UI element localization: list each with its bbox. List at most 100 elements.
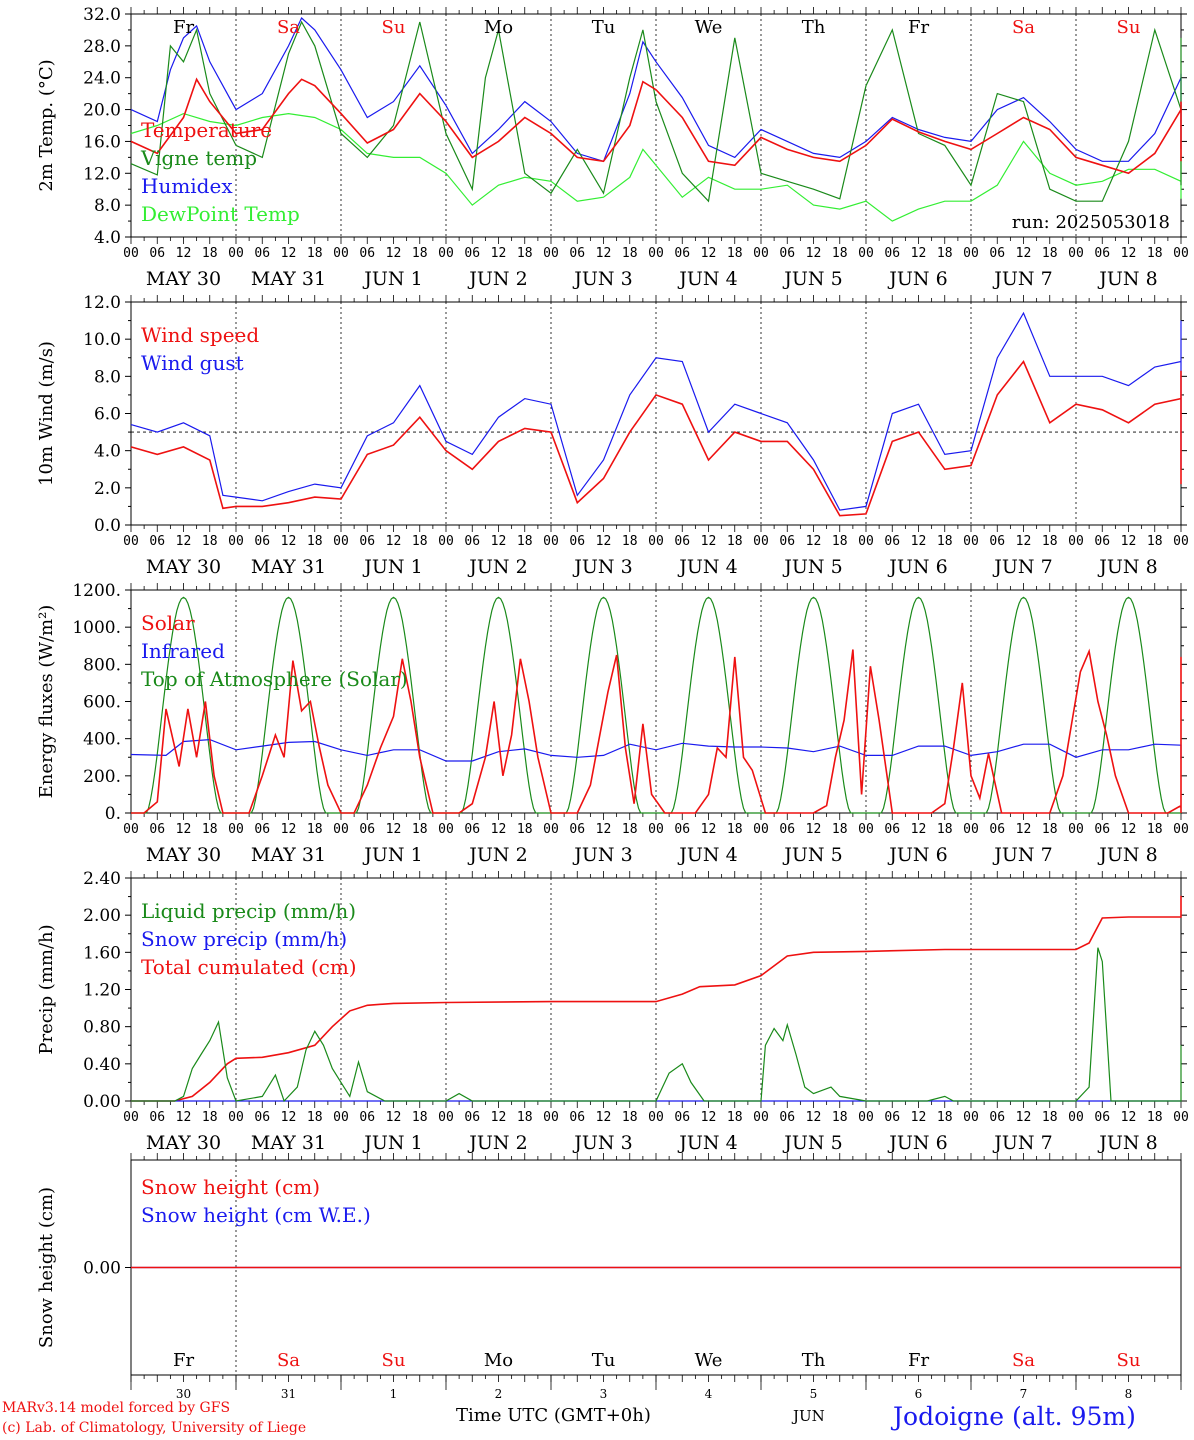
footer-time-axis-label: Time UTC (GMT+0h) [456, 1405, 651, 1426]
x-hour-label: 12 [176, 534, 192, 549]
x-date-label: JUN 4 [677, 268, 737, 290]
y-tick-label: 200. [83, 767, 121, 787]
x-hour-label: 18 [517, 822, 533, 837]
x-hour-label: 18 [517, 246, 533, 261]
weekday-label: Mo [484, 1350, 513, 1371]
x-hour-label: 00 [858, 1110, 874, 1125]
x-hour-label: 06 [989, 822, 1005, 837]
x-date-label: JUN 8 [1097, 268, 1157, 290]
x-date-label: MAY 31 [251, 1132, 326, 1154]
x-hour-label: 12 [1121, 246, 1137, 261]
x-hour-label: 18 [307, 246, 323, 261]
legend-entry: Top of Atmosphere (Solar) [141, 667, 408, 691]
legend-entry: Snow height (cm W.E.) [141, 1203, 371, 1227]
weekday-label: Fr [173, 1350, 194, 1371]
x-hour-label: 00 [333, 822, 349, 837]
x-date-label: JUN 4 [677, 844, 737, 866]
x-hour-label: 18 [727, 822, 743, 837]
x-hour-label: 06 [884, 534, 900, 549]
y-tick-label: 4.0 [94, 442, 121, 462]
x-hour-label: 12 [701, 246, 717, 261]
x-hour-label: 06 [569, 822, 585, 837]
series-wind-gust [130, 311, 1182, 511]
y-tick-label: 0.40 [83, 1055, 121, 1075]
x-hour-label: 12 [701, 822, 717, 837]
x-hour-label: 00 [1068, 1110, 1084, 1125]
series-temperature [130, 77, 1182, 175]
x-hour-label: 18 [202, 246, 218, 261]
y-tick-label: 1.60 [83, 943, 121, 963]
x-hour-label: 00 [648, 822, 664, 837]
x-hour-label: 12 [596, 822, 612, 837]
x-hour-label: 12 [491, 246, 507, 261]
x-hour-label: 00 [858, 246, 874, 261]
series-humidex [130, 17, 1182, 163]
x-hour-label: 00 [1173, 534, 1189, 549]
day-number-label: 30 [176, 1387, 191, 1401]
y-tick-label: 12.0 [83, 293, 121, 313]
x-hour-label: 06 [1094, 534, 1110, 549]
weekday-label: Su [382, 17, 406, 38]
y-tick-label: 0. [105, 804, 121, 824]
x-hour-label: 18 [937, 1110, 953, 1125]
x-hour-label: 06 [464, 822, 480, 837]
x-hour-label: 18 [202, 822, 218, 837]
x-date-label: JUN 2 [467, 268, 527, 290]
weekday-label: Sa [277, 17, 300, 38]
x-hour-label: 12 [1121, 534, 1137, 549]
footer-copyright: (c) Lab. of Climatology, University of L… [2, 1420, 307, 1436]
x-hour-label: 12 [596, 246, 612, 261]
y-tick-label: 2.00 [83, 906, 121, 926]
x-hour-label: 12 [1121, 822, 1137, 837]
y-tick-label: 1000. [72, 618, 121, 638]
y-tick-label: 800. [83, 655, 121, 675]
x-hour-label: 18 [832, 246, 848, 261]
x-hour-label: 00 [543, 534, 559, 549]
series-wind-speed [130, 359, 1182, 517]
x-hour-label: 18 [307, 534, 323, 549]
x-date-label: JUN 3 [572, 268, 632, 290]
x-hour-label: 06 [779, 534, 795, 549]
legend-entry: Wind gust [141, 351, 244, 375]
x-hour-label: 00 [123, 246, 139, 261]
x-hour-label: 06 [149, 822, 165, 837]
day-number-label: 5 [810, 1387, 818, 1401]
x-date-label: JUN 1 [362, 556, 422, 578]
day-number-label: 6 [915, 1387, 923, 1401]
day-number-label: 8 [1125, 1387, 1133, 1401]
weekday-label: Th [802, 17, 826, 38]
x-hour-label: 00 [963, 822, 979, 837]
x-hour-label: 12 [806, 1110, 822, 1125]
x-hour-label: 18 [1042, 534, 1058, 549]
weekday-label: Sa [1012, 1350, 1035, 1371]
x-hour-label: 00 [228, 822, 244, 837]
x-hour-label: 18 [622, 1110, 638, 1125]
x-hour-label: 00 [753, 1110, 769, 1125]
x-hour-label: 12 [491, 1110, 507, 1125]
x-hour-label: 12 [281, 1110, 297, 1125]
x-hour-label: 12 [176, 246, 192, 261]
x-hour-label: 06 [149, 246, 165, 261]
x-hour-label: 18 [517, 534, 533, 549]
x-hour-label: 06 [254, 534, 270, 549]
x-hour-label: 00 [543, 246, 559, 261]
footer-month-label: JUN [793, 1407, 825, 1425]
x-hour-label: 00 [543, 1110, 559, 1125]
x-date-label: JUN 6 [887, 1132, 947, 1154]
x-date-label: JUN 1 [362, 268, 422, 290]
y-tick-label: 2.0 [94, 479, 121, 499]
y-axis-title: 2m Temp. (°C) [36, 59, 57, 191]
x-hour-label: 00 [438, 534, 454, 549]
x-hour-label: 06 [989, 1110, 1005, 1125]
x-hour-label: 12 [1016, 246, 1032, 261]
x-hour-label: 00 [123, 1110, 139, 1125]
x-hour-label: 06 [254, 246, 270, 261]
x-hour-label: 12 [386, 246, 402, 261]
x-hour-label: 06 [884, 246, 900, 261]
x-hour-label: 00 [333, 534, 349, 549]
y-tick-label: 6.0 [94, 405, 121, 425]
y-tick-label: 32.0 [83, 5, 121, 25]
y-tick-label: 1200. [72, 581, 121, 601]
x-date-label: JUN 2 [467, 1132, 527, 1154]
x-hour-label: 12 [176, 822, 192, 837]
